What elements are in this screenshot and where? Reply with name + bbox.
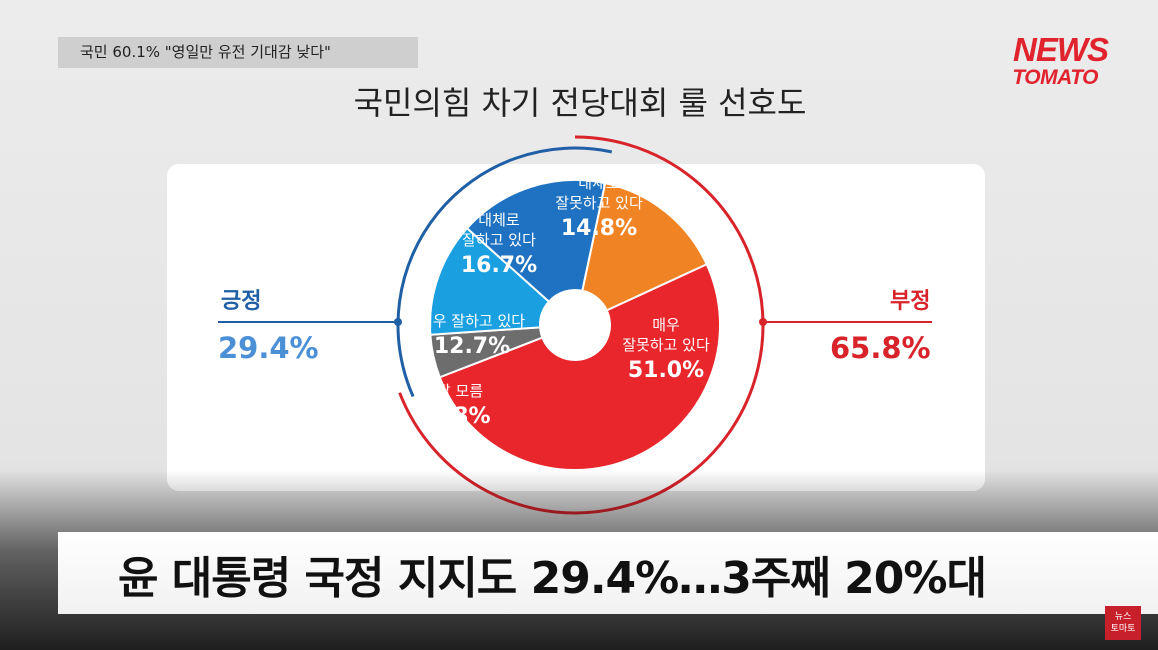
slice-label-name-0-1: 잘못하고 있다 (555, 194, 643, 212)
slice-label-value-0: 14.8% (561, 216, 637, 241)
negative-connector-dot (759, 318, 767, 326)
positive-label: 긍정 (221, 289, 262, 314)
slice-label-value-3: 12.7% (434, 334, 510, 359)
corner-logo-line2: 토마토 (1110, 624, 1136, 634)
slice-label-value-1: 51.0% (628, 358, 704, 383)
corner-logo-line1: 뉴스 (1114, 612, 1132, 622)
news-tomato-logo: NEWS TOMATO (968, 31, 1109, 95)
slice-4 (465, 179, 607, 304)
corner-logo: 뉴스 토마토 (1105, 606, 1141, 640)
slice-3 (429, 226, 551, 336)
slice-label-value-2: 4.8% (429, 404, 490, 429)
slice-label-name-4-0: 대체로 (478, 211, 520, 229)
chart-title: 국민의힘 차기 전당대회 룰 선호도 (353, 84, 807, 122)
slice-label-name-3-0: 매우 잘하고 있다 (419, 312, 525, 330)
positive-bracket-arc (396, 146, 613, 398)
negative-label: 부정 (890, 289, 931, 314)
slice-1 (438, 263, 721, 471)
positive-value: 29.4% (218, 331, 319, 365)
slice-label-name-4-1: 잘하고 있다 (462, 231, 536, 249)
slice-label-name-1-1: 잘못하고 있다 (622, 336, 710, 354)
headline-tag: 국민 60.1% "영일만 유전 기대감 낮다" (58, 37, 418, 68)
logo-line1: NEWS (1013, 31, 1109, 68)
slice-label-value-4: 16.7% (461, 253, 537, 278)
positive-connector-dot (394, 318, 402, 326)
slice-label-name-0-0: 대체로 (578, 174, 620, 192)
logo-line2: TOMATO (1012, 66, 1098, 89)
slice-label-name-1-0: 매우 (652, 316, 680, 334)
caption-text: 윤 대통령 국정 지지도 29.4%…3주째 20%대 (118, 553, 987, 604)
caption-bar: 윤 대통령 국정 지지도 29.4%…3주째 20%대 (58, 532, 1158, 614)
negative-value: 65.8% (830, 331, 931, 365)
slice-label-name-2-0: 잘 모름 (437, 382, 483, 400)
